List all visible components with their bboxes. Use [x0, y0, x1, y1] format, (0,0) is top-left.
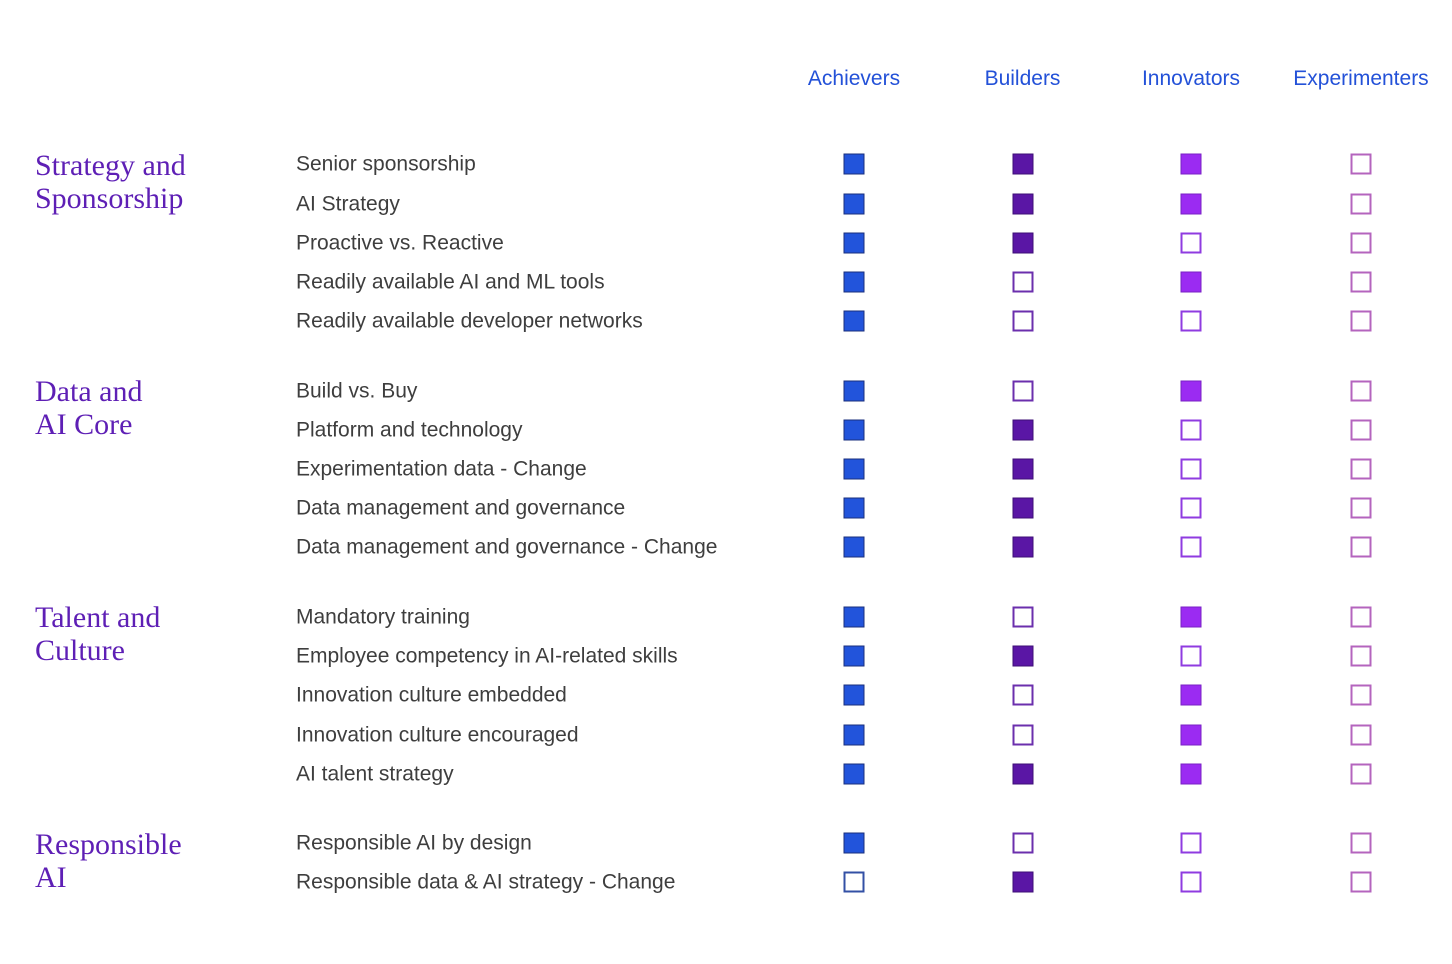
cell-experimentation-data-change-builders-filled-square: [1012, 458, 1033, 480]
cell-innovation-culture-encouraged-experimenters-empty-square: [1350, 724, 1372, 745]
row-label-ai-strategy: AI Strategy: [296, 192, 400, 215]
cell-responsible-ai-by-design-achievers-filled-square: [843, 832, 865, 854]
cell-ai-strategy-innovators-filled-square: [1180, 193, 1202, 214]
cell-senior-sponsorship-experimenters-empty-square: [1350, 153, 1372, 175]
row-label-experimentation-data-change: Experimentation data - Change: [296, 457, 587, 481]
row-label-proactive-vs-reactive: Proactive vs. Reactive: [296, 231, 504, 255]
cell-data-management-and-governance-change-experimenters-empty-square: [1350, 536, 1372, 558]
cell-proactive-vs-reactive-achievers-filled-square: [843, 232, 865, 254]
cell-ai-talent-strategy-experimenters-empty-square: [1350, 763, 1372, 785]
cell-responsible-ai-by-design-experimenters-empty-square: [1350, 832, 1372, 854]
cell-senior-sponsorship-innovators-filled-square: [1180, 153, 1202, 175]
cell-proactive-vs-reactive-experimenters-empty-square: [1350, 232, 1372, 254]
cell-readily-available-ai-and-ml-tools-achievers-filled-square: [843, 271, 865, 293]
cell-readily-available-developer-networks-innovators-empty-square: [1180, 310, 1202, 332]
row-label-ai-talent-strategy: AI talent strategy: [296, 762, 454, 786]
cell-employee-competency-in-ai-related-skills-builders-filled-square: [1012, 645, 1033, 667]
cell-ai-strategy-experimenters-empty-square: [1350, 193, 1372, 214]
row-label-senior-sponsorship: Senior sponsorship: [296, 152, 476, 176]
row-label-readily-available-ai-and-ml-tools: Readily available AI and ML tools: [296, 270, 605, 294]
group-label-data-and-ai-core: Data and AI Core: [35, 375, 143, 442]
cell-build-vs-buy-achievers-filled-square: [843, 380, 865, 402]
cell-readily-available-developer-networks-builders-empty-square: [1012, 310, 1033, 332]
cell-experimentation-data-change-achievers-filled-square: [843, 458, 865, 480]
group-label-responsible-ai: Responsible AI: [35, 827, 182, 894]
column-header-experimenters: Experimenters: [1293, 67, 1429, 90]
row-label-data-management-and-governance-change: Data management and governance - Change: [296, 535, 718, 559]
cell-innovation-culture-encouraged-builders-empty-square: [1012, 724, 1033, 745]
row-label-build-vs-buy: Build vs. Buy: [296, 379, 418, 403]
row-label-platform-and-technology: Platform and technology: [296, 418, 523, 442]
cell-platform-and-technology-experimenters-empty-square: [1350, 419, 1372, 441]
cell-platform-and-technology-builders-filled-square: [1012, 419, 1033, 441]
cell-data-management-and-governance-change-builders-filled-square: [1012, 536, 1033, 558]
cell-platform-and-technology-innovators-empty-square: [1180, 419, 1202, 441]
cell-responsible-data-ai-strategy-change-achievers-empty-square: [843, 871, 865, 893]
cell-employee-competency-in-ai-related-skills-achievers-filled-square: [843, 645, 865, 667]
cell-data-management-and-governance-change-innovators-empty-square: [1180, 536, 1202, 558]
cell-innovation-culture-encouraged-innovators-filled-square: [1180, 724, 1202, 745]
cell-employee-competency-in-ai-related-skills-experimenters-empty-square: [1350, 645, 1372, 667]
cell-ai-strategy-builders-filled-square: [1012, 193, 1033, 214]
cell-innovation-culture-embedded-innovators-filled-square: [1180, 684, 1202, 706]
cell-build-vs-buy-innovators-filled-square: [1180, 380, 1202, 402]
cell-responsible-ai-by-design-builders-empty-square: [1012, 832, 1033, 854]
cell-readily-available-developer-networks-experimenters-empty-square: [1350, 310, 1372, 332]
cell-data-management-and-governance-innovators-empty-square: [1180, 497, 1202, 519]
cell-readily-available-ai-and-ml-tools-experimenters-empty-square: [1350, 271, 1372, 293]
cell-mandatory-training-experimenters-empty-square: [1350, 606, 1372, 628]
cell-mandatory-training-builders-empty-square: [1012, 606, 1033, 628]
cell-ai-strategy-achievers-filled-square: [843, 193, 865, 214]
cell-innovation-culture-encouraged-achievers-filled-square: [843, 724, 865, 745]
cell-responsible-ai-by-design-innovators-empty-square: [1180, 832, 1202, 854]
cell-proactive-vs-reactive-builders-filled-square: [1012, 232, 1033, 254]
cell-employee-competency-in-ai-related-skills-innovators-empty-square: [1180, 645, 1202, 667]
cell-innovation-culture-embedded-experimenters-empty-square: [1350, 684, 1372, 706]
cell-platform-and-technology-achievers-filled-square: [843, 419, 865, 441]
cell-ai-talent-strategy-innovators-filled-square: [1180, 763, 1202, 785]
cell-readily-available-developer-networks-achievers-filled-square: [843, 310, 865, 332]
cell-ai-talent-strategy-builders-filled-square: [1012, 763, 1033, 785]
row-label-responsible-ai-by-design: Responsible AI by design: [296, 831, 532, 855]
cell-data-management-and-governance-builders-filled-square: [1012, 497, 1033, 519]
cell-mandatory-training-innovators-filled-square: [1180, 606, 1202, 628]
cell-data-management-and-governance-achievers-filled-square: [843, 497, 865, 519]
cell-experimentation-data-change-innovators-empty-square: [1180, 458, 1202, 480]
group-label-talent-and-culture: Talent and Culture: [35, 601, 161, 668]
group-label-strategy-and-sponsorship: Strategy and Sponsorship: [35, 148, 186, 215]
row-label-mandatory-training: Mandatory training: [296, 605, 470, 629]
column-header-builders: Builders: [984, 67, 1061, 90]
column-header-achievers: Achievers: [807, 67, 901, 90]
row-label-data-management-and-governance: Data management and governance: [296, 496, 626, 520]
row-label-employee-competency-in-ai-related-skills: Employee competency in AI-related skills: [296, 644, 678, 668]
cell-readily-available-ai-and-ml-tools-builders-empty-square: [1012, 271, 1033, 293]
cell-build-vs-buy-experimenters-empty-square: [1350, 380, 1372, 402]
cell-innovation-culture-embedded-achievers-filled-square: [843, 684, 865, 706]
row-label-innovation-culture-embedded: Innovation culture embedded: [296, 683, 567, 707]
cell-responsible-data-ai-strategy-change-experimenters-empty-square: [1350, 871, 1372, 893]
cell-mandatory-training-achievers-filled-square: [843, 606, 865, 628]
cell-responsible-data-ai-strategy-change-innovators-empty-square: [1180, 871, 1202, 893]
cell-build-vs-buy-builders-empty-square: [1012, 380, 1033, 402]
row-label-readily-available-developer-networks: Readily available developer networks: [296, 309, 643, 333]
cell-proactive-vs-reactive-innovators-empty-square: [1180, 232, 1202, 254]
cell-responsible-data-ai-strategy-change-builders-filled-square: [1012, 871, 1033, 893]
cell-data-management-and-governance-change-achievers-filled-square: [843, 536, 865, 558]
cell-readily-available-ai-and-ml-tools-innovators-filled-square: [1180, 271, 1202, 293]
cell-data-management-and-governance-experimenters-empty-square: [1350, 497, 1372, 519]
cell-senior-sponsorship-builders-filled-square: [1012, 153, 1033, 175]
column-header-innovators: Innovators: [1141, 67, 1241, 90]
cell-ai-talent-strategy-achievers-filled-square: [843, 763, 865, 785]
row-label-innovation-culture-encouraged: Innovation culture encouraged: [296, 723, 579, 746]
cell-innovation-culture-embedded-builders-empty-square: [1012, 684, 1033, 706]
cell-experimentation-data-change-experimenters-empty-square: [1350, 458, 1372, 480]
row-label-responsible-data-ai-strategy-change: Responsible data & AI strategy - Change: [296, 870, 676, 894]
cell-senior-sponsorship-achievers-filled-square: [843, 153, 865, 175]
